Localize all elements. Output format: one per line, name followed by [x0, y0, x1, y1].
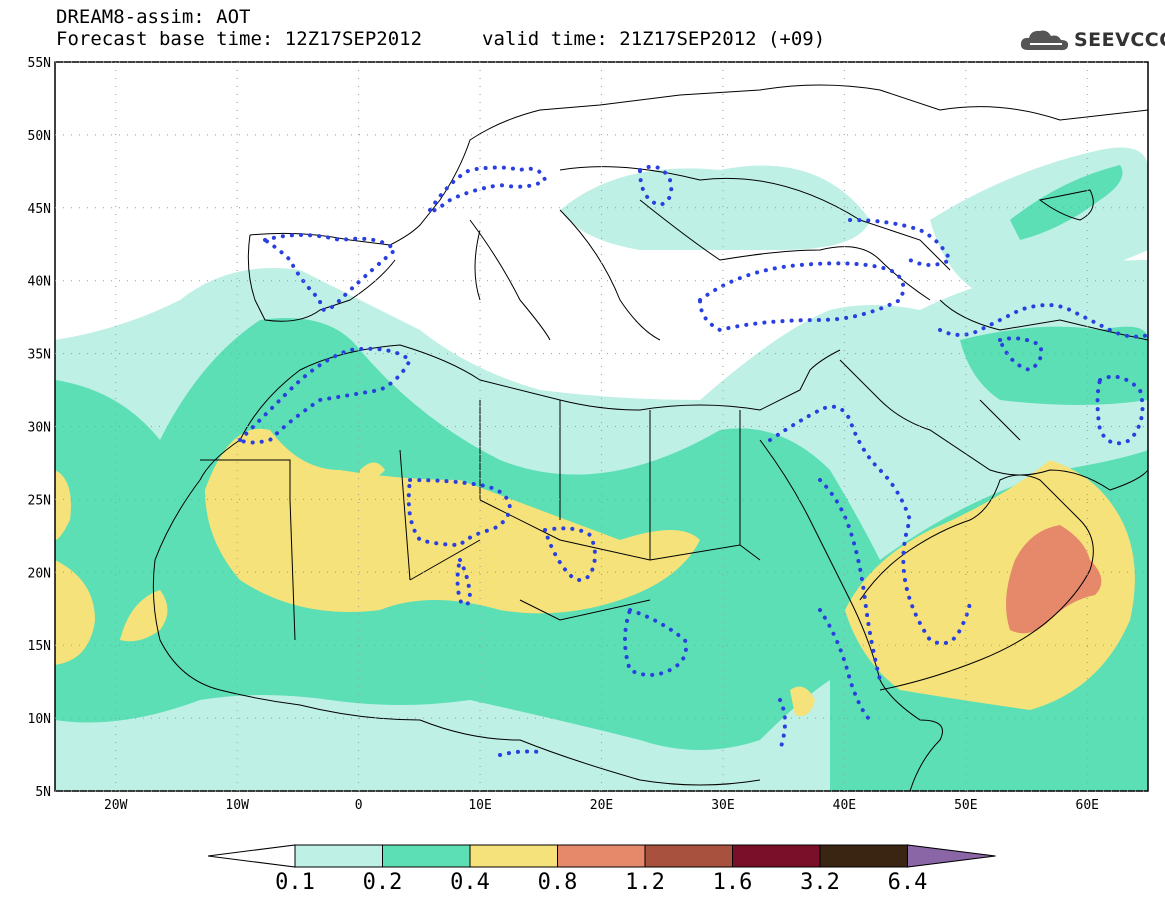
- latitude-axis: 55N 50N 45N 40N 35N 30N 25N 20N 15N 10N 5N: [28, 56, 51, 800]
- logo-text: SEEVCCC: [1074, 29, 1165, 51]
- lon-tick-label: 30E: [711, 798, 734, 813]
- seevccc-logo: SEEVCCC: [1018, 26, 1165, 56]
- colorbar-low-arrow: [207, 844, 296, 868]
- lon-tick-label: 20E: [590, 798, 613, 813]
- colorbar-segment: [557, 844, 646, 868]
- colorbar-level-label: 6.4: [887, 870, 928, 895]
- lon-tick-label: 20W: [104, 798, 128, 813]
- aot-band-0.4: [205, 428, 700, 614]
- colorbar-segment: [644, 844, 733, 868]
- colorbar-segment: [732, 844, 821, 868]
- colorbar-segment: [294, 844, 383, 868]
- valid-time: valid time: 21Z17SEP2012 (+09): [482, 28, 826, 50]
- longitude-axis: 20W 10W 0 10E 20E 30E 40E 50E 60E: [104, 798, 1099, 813]
- forecast-base-time: Forecast base time: 12Z17SEP2012: [56, 28, 423, 50]
- colorbar-level-label: 0.4: [450, 870, 490, 895]
- lat-tick-label: 20N: [28, 566, 51, 581]
- lon-tick-label: 50E: [954, 798, 977, 813]
- lat-tick-label: 35N: [28, 348, 51, 363]
- colorbar-segment: [469, 844, 558, 868]
- lat-tick-label: 15N: [28, 639, 51, 654]
- colorbar-high-arrow: [907, 844, 996, 868]
- lon-tick-label: 10E: [468, 798, 491, 813]
- lat-tick-label: 55N: [28, 56, 51, 71]
- colorbar-level-label: 0.8: [537, 870, 578, 895]
- cloud-icon: [1020, 30, 1069, 51]
- lat-tick-label: 10N: [28, 712, 51, 727]
- colorbar-level-label: 0.2: [362, 870, 403, 895]
- lat-tick-label: 45N: [28, 202, 51, 217]
- lat-tick-label: 30N: [28, 421, 51, 436]
- colorbar-level-label: 1.2: [625, 870, 665, 895]
- colorbar-segment: [382, 844, 471, 868]
- colorbar: [207, 844, 996, 868]
- colorbar-segment: [819, 844, 908, 868]
- aot-dotted-contours: [238, 164, 1148, 757]
- lon-tick-label: 40E: [833, 798, 856, 813]
- colorbar-level-label: 1.6: [712, 870, 753, 895]
- lon-tick-label: 60E: [1076, 798, 1099, 813]
- lat-tick-label: 50N: [28, 129, 51, 144]
- lon-tick-label: 0: [355, 798, 363, 813]
- lat-tick-label: 40N: [28, 275, 51, 290]
- lat-tick-label: 5N: [35, 785, 51, 800]
- lon-tick-label: 10W: [225, 798, 249, 813]
- colorbar-level-label: 0.1: [275, 870, 315, 895]
- colorbar-level-label: 3.2: [800, 870, 840, 895]
- lat-tick-label: 25N: [28, 493, 51, 508]
- aot-band-0.8: [1006, 525, 1102, 634]
- map-title: DREAM8-assim: AOT: [56, 6, 251, 28]
